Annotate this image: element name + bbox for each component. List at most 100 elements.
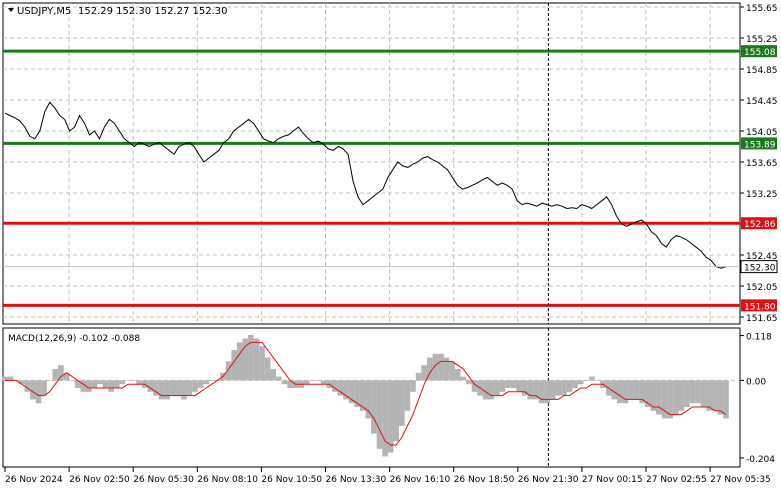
macd-bar: [197, 380, 204, 388]
macd-bar: [723, 380, 729, 419]
macd-bar: [153, 380, 159, 396]
macd-bar: [253, 338, 260, 381]
macd-bar: [544, 380, 550, 404]
macd-bar: [639, 380, 645, 404]
macd-tick-label: -0.204: [746, 455, 775, 465]
x-tick-label: 26 Nov 02:50: [69, 475, 130, 485]
macd-tick-label: 0.00: [746, 377, 766, 387]
price-panel: 155.65 155.25 154.85 154.45 154.05 153.65 153.…: [2, 2, 778, 325]
macd-bar: [52, 369, 59, 381]
level-tag: [741, 217, 777, 230]
x-tick-label: 26 Nov 2024: [5, 475, 63, 485]
level-price-tags: 155.08 153.89 152.86 151.80 152.30: [3, 45, 778, 312]
macd-bar: [499, 380, 506, 392]
y-tick-label: 155.65: [746, 4, 778, 14]
macd-bar: [460, 376, 467, 381]
x-tick-label: 27 Nov 00:15: [582, 475, 643, 485]
macd-bar: [432, 353, 439, 381]
macd-bar: [505, 380, 511, 388]
horizontal-levels[interactable]: [3, 49, 740, 307]
macd-bar: [516, 380, 522, 392]
macd-bar: [466, 380, 472, 385]
triangle-down-icon[interactable]: [8, 8, 14, 12]
macd-bar: [169, 380, 176, 396]
macd-bar: [583, 380, 590, 381]
macd-bar: [700, 380, 707, 407]
macd-bar: [91, 380, 98, 388]
macd-bar: [589, 376, 595, 381]
macd-bar: [628, 380, 634, 400]
level-tag: [741, 299, 777, 312]
macd-bar: [376, 380, 383, 449]
macd-bar: [164, 380, 170, 400]
macd-bar: [281, 380, 288, 385]
macd-bar: [561, 380, 567, 396]
macd-bar: [566, 380, 573, 392]
macd-bar: [186, 380, 193, 396]
macd-bar: [594, 380, 601, 381]
macd-bar: [35, 380, 42, 404]
x-tick-label: 27 Nov 05:35: [710, 475, 771, 485]
macd-bar: [549, 380, 556, 400]
macd-bar: [315, 380, 321, 381]
macd-bar: [510, 380, 517, 388]
macd-bar: [611, 380, 617, 400]
level-tag-label: 152.86: [744, 220, 776, 230]
macd-bar: [30, 380, 36, 400]
macd-bar: [304, 380, 310, 385]
macd-bar: [494, 380, 500, 396]
macd-bar: [259, 346, 265, 381]
macd-bar: [667, 380, 673, 419]
macd-bar: [63, 372, 70, 381]
x-tick-label: 27 Nov 02:55: [646, 475, 707, 485]
level-tag-label: 155.08: [744, 48, 776, 58]
macd-bar: [717, 380, 724, 415]
macd-bar: [97, 380, 103, 385]
macd-bar: [343, 380, 349, 400]
y-tick-label: 154.05: [746, 128, 778, 138]
macd-bar: [438, 353, 444, 381]
macd-bar: [46, 380, 53, 381]
macd-bar: [617, 380, 623, 404]
macd-bar: [7, 376, 14, 381]
macd-bar: [371, 380, 377, 434]
x-tick-label: 26 Nov 18:50: [454, 475, 515, 485]
macd-bar: [387, 380, 394, 453]
macd-bar: [80, 380, 87, 392]
macd-bar: [19, 380, 25, 385]
macd-bar: [533, 380, 539, 400]
macd-bar: [527, 380, 534, 400]
macd-bar: [633, 380, 640, 400]
macd-bar: [454, 369, 461, 381]
macd-bar: [264, 357, 271, 381]
y-tick-label: 152.45: [746, 252, 778, 262]
macd-tick-label: 0.118: [746, 333, 772, 343]
macd-bar: [136, 380, 142, 385]
level-tag-label: 151.80: [744, 302, 776, 312]
macd-bar: [712, 380, 718, 411]
macd-axis: 0.118 0.00 -0.204: [740, 333, 775, 465]
y-tick-label: 154.45: [746, 97, 778, 107]
macd-bar: [276, 376, 282, 381]
macd-bar: [678, 380, 685, 411]
macd-bar: [538, 380, 545, 404]
macd-bar: [577, 380, 584, 385]
macd-bar: [555, 380, 562, 396]
macd-bar: [147, 380, 154, 392]
macd-bar: [231, 350, 237, 381]
macd-bar: [2, 376, 8, 381]
macd-bar: [359, 380, 366, 411]
macd-bar: [337, 380, 344, 396]
macd-bar: [449, 361, 455, 381]
level-tag: [741, 45, 777, 58]
macd-bar: [130, 380, 137, 381]
macd-bar: [415, 372, 422, 381]
x-tick-label: 26 Nov 08:10: [197, 475, 258, 485]
macd-bar: [102, 380, 109, 388]
macd-bar: [248, 334, 254, 381]
macd-bar: [522, 380, 528, 396]
current-price-tag: [740, 260, 778, 274]
y-tick-label: 153.65: [746, 159, 778, 169]
macd-bar: [410, 380, 416, 392]
